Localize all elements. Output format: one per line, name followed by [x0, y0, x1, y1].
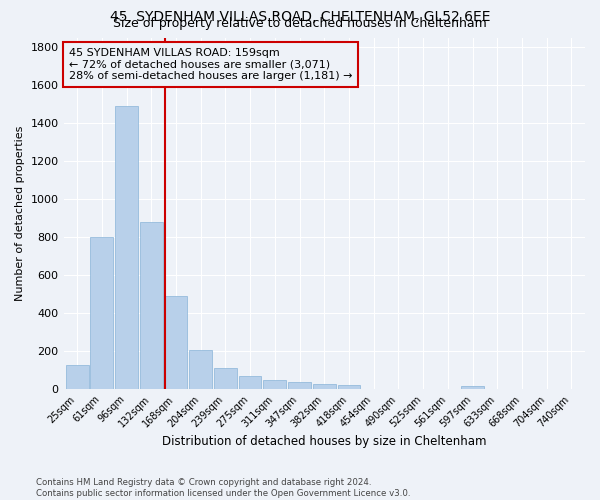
Text: 45, SYDENHAM VILLAS ROAD, CHELTENHAM, GL52 6EE: 45, SYDENHAM VILLAS ROAD, CHELTENHAM, GL…	[110, 10, 490, 24]
Bar	[288, 382, 311, 389]
Bar	[214, 368, 237, 389]
Bar	[66, 366, 89, 389]
Text: Contains HM Land Registry data © Crown copyright and database right 2024.
Contai: Contains HM Land Registry data © Crown c…	[36, 478, 410, 498]
Bar	[461, 386, 484, 389]
Y-axis label: Number of detached properties: Number of detached properties	[15, 126, 25, 301]
Bar	[91, 237, 113, 389]
Bar	[164, 296, 187, 389]
Bar	[338, 385, 361, 389]
Text: Size of property relative to detached houses in Cheltenham: Size of property relative to detached ho…	[113, 18, 487, 30]
Bar	[190, 350, 212, 389]
Bar	[263, 380, 286, 389]
Bar	[239, 376, 262, 389]
Bar	[115, 106, 138, 389]
Bar	[313, 384, 335, 389]
X-axis label: Distribution of detached houses by size in Cheltenham: Distribution of detached houses by size …	[162, 434, 487, 448]
Text: 45 SYDENHAM VILLAS ROAD: 159sqm
← 72% of detached houses are smaller (3,071)
28%: 45 SYDENHAM VILLAS ROAD: 159sqm ← 72% of…	[69, 48, 352, 81]
Bar	[140, 222, 163, 389]
